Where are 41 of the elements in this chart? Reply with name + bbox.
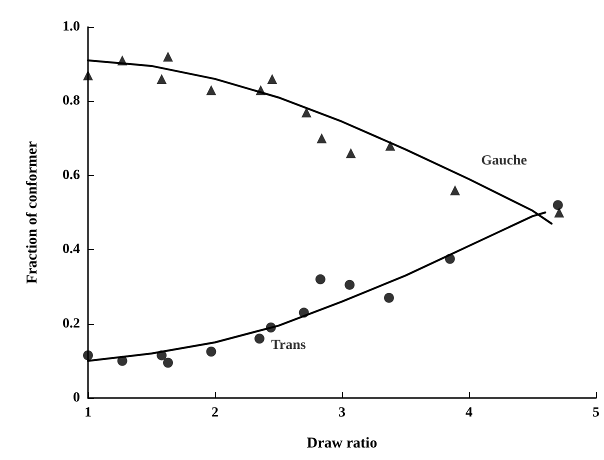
x-axis-title: Draw ratio — [306, 436, 378, 452]
point — [301, 107, 312, 118]
y-tick-label: 0.8 — [62, 94, 80, 109]
point — [266, 322, 276, 333]
x-tick-label: 5 — [592, 406, 600, 420]
x-tick-label: 1 — [84, 406, 92, 420]
point — [83, 350, 93, 360]
point — [83, 70, 93, 80]
point — [156, 74, 167, 84]
x-tick-label: 4 — [466, 406, 472, 420]
x-tick-label: 2 — [212, 406, 218, 420]
point — [552, 200, 563, 210]
annotation: Trans — [271, 338, 306, 354]
y-tick-label: 0 — [73, 390, 80, 406]
point — [384, 292, 394, 303]
point — [444, 254, 455, 264]
point — [385, 140, 396, 151]
point — [256, 85, 266, 96]
y-tick-label: 0.2 — [62, 316, 80, 332]
point — [156, 350, 167, 360]
point — [117, 55, 128, 66]
point — [344, 280, 355, 290]
point — [117, 356, 128, 366]
point — [163, 52, 174, 62]
annotation: Gauche — [481, 154, 527, 169]
x-tick-label: 3 — [338, 406, 346, 420]
point — [163, 358, 174, 368]
point — [254, 334, 264, 344]
y-axis-title: Fraction of conformer — [24, 140, 40, 284]
point — [267, 74, 278, 84]
point — [554, 208, 564, 218]
point — [346, 148, 356, 158]
y-tick-label: 0.6 — [62, 168, 80, 183]
point — [206, 346, 216, 357]
point — [206, 85, 216, 96]
point — [298, 308, 309, 318]
point — [315, 274, 326, 284]
y-tick-label: 1.0 — [62, 20, 80, 34]
point — [316, 133, 327, 144]
point — [450, 185, 460, 196]
y-tick-label: 0.4 — [62, 242, 80, 258]
